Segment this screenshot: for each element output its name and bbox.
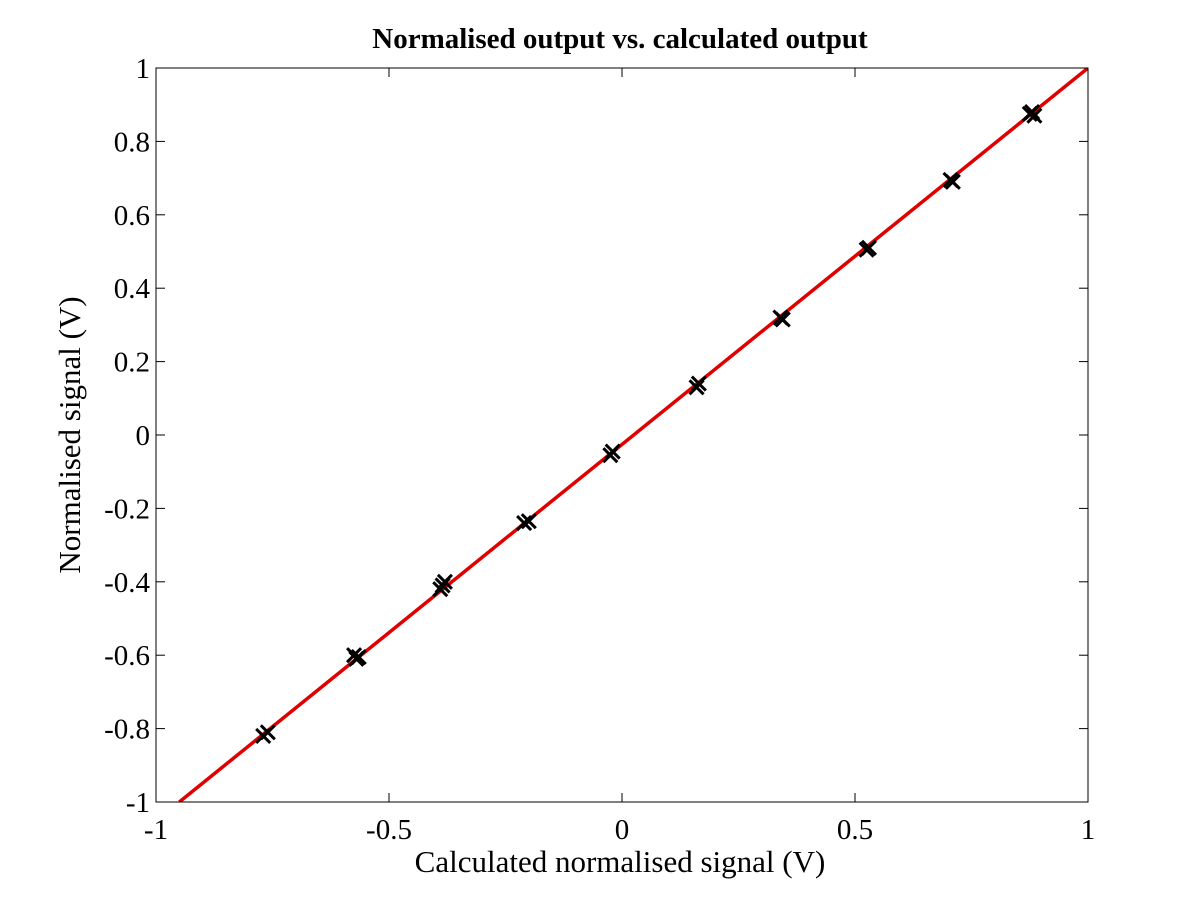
data-point <box>516 515 533 532</box>
y-tick-label: 0.4 <box>114 273 151 305</box>
x-tick-label: 0.5 <box>837 814 873 846</box>
y-tick-label: 0.6 <box>114 200 150 232</box>
y-tick-label: -0.6 <box>104 640 150 672</box>
data-point <box>860 239 878 256</box>
data-point <box>350 648 367 666</box>
data-point <box>944 173 961 190</box>
chart-title: Normalised output vs. calculated output <box>372 23 868 55</box>
data-point <box>604 443 621 460</box>
data-point <box>259 724 276 741</box>
data-point <box>1026 107 1043 124</box>
y-tick-label: 0.2 <box>114 347 150 379</box>
x-axis-label: Calculated normalised signal (V) <box>415 844 826 879</box>
y-tick-label: 0.8 <box>114 126 150 158</box>
x-tick-label: 1 <box>1081 814 1096 846</box>
y-axis-label: Normalised signal (V) <box>52 296 87 573</box>
data-point <box>690 375 707 392</box>
x-tick-label: -0.5 <box>366 814 412 846</box>
y-tick-label: -0.2 <box>104 493 150 525</box>
data-point <box>436 573 453 590</box>
y-tick-label: -0.4 <box>104 567 150 599</box>
y-tick-label: -1 <box>126 787 150 819</box>
y-tick-label: 0 <box>136 420 151 452</box>
data-point <box>520 513 537 530</box>
fit-line <box>178 68 1088 802</box>
y-tick-label: 1 <box>136 53 151 85</box>
x-tick-label: 0 <box>615 814 630 846</box>
data-point <box>774 311 791 328</box>
x-tick-label: -1 <box>144 814 168 846</box>
y-tick-label: -0.8 <box>104 714 150 746</box>
